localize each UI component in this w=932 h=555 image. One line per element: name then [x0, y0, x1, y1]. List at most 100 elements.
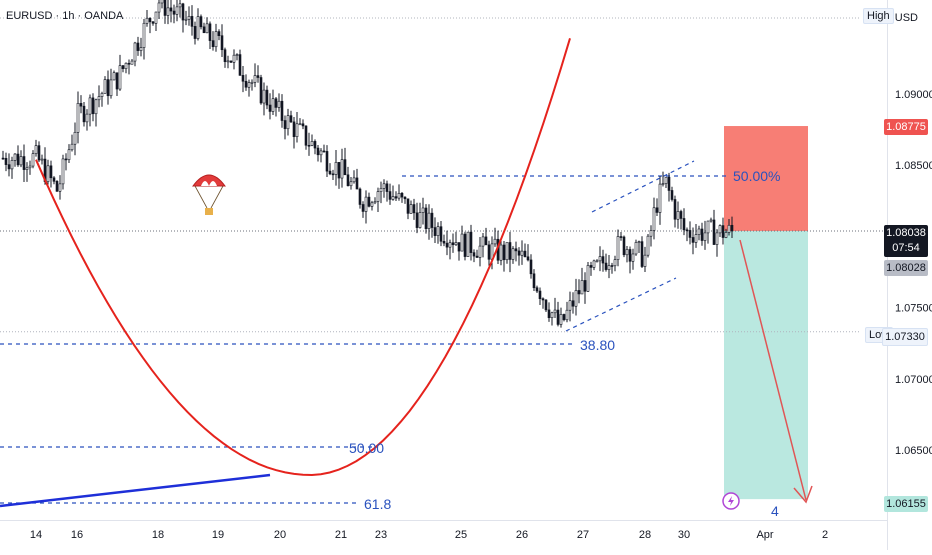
candle-body: [685, 229, 689, 232]
countdown-value: 07:54: [892, 242, 920, 254]
candle-body: [331, 173, 335, 176]
candle-body: [175, 6, 179, 15]
parabolic-curve[interactable]: [35, 38, 571, 477]
candle-body: [208, 23, 212, 41]
candle-body: [22, 156, 26, 170]
candle-body: [613, 259, 617, 267]
candle-body: [358, 188, 362, 205]
candle-body: [721, 225, 725, 238]
candle-body: [1, 157, 5, 160]
stop-loss-zone[interactable]: [724, 126, 808, 231]
candle-body: [91, 97, 95, 115]
fib-label-61: 61.8: [364, 496, 391, 512]
candle-body: [109, 79, 113, 97]
candle-body: [454, 242, 458, 246]
candle-body: [190, 16, 194, 27]
x-tick-label: 18: [152, 529, 164, 541]
lightning-icon[interactable]: [722, 492, 740, 510]
candle-body: [667, 176, 671, 191]
trend-line[interactable]: [0, 473, 271, 508]
candle-body: [607, 265, 611, 270]
candle-body: [247, 82, 251, 88]
candle-body: [19, 156, 23, 166]
candle-body: [397, 193, 401, 199]
candle-body: [523, 250, 527, 258]
candle-body: [628, 249, 632, 262]
x-tick-label: Apr: [756, 529, 773, 541]
candle-body: [121, 65, 125, 69]
candle-body: [562, 314, 566, 321]
candle-body: [547, 309, 551, 319]
candle-body: [514, 248, 518, 252]
candle-body: [163, 0, 167, 16]
candle-body: [367, 196, 371, 207]
candle-body: [643, 254, 647, 267]
candle-body: [577, 290, 581, 295]
candle-body: [217, 31, 221, 36]
candle-body: [298, 123, 302, 126]
candle-body: [160, 0, 164, 4]
candle-body: [310, 141, 314, 146]
candle-body: [151, 21, 155, 24]
candle-body: [661, 183, 665, 185]
last-price-value: 1.08038: [886, 227, 926, 239]
parachute-icon: [192, 174, 226, 215]
candle-body: [220, 35, 224, 51]
symbol-title[interactable]: EURUSD · 1h · OANDA: [6, 10, 124, 22]
candle-body: [724, 232, 728, 238]
candle-body: [82, 105, 86, 123]
candle-body: [412, 204, 416, 214]
target-price-tag: 1.06155: [884, 496, 928, 512]
candle-body: [697, 228, 701, 235]
candle-body: [640, 241, 644, 267]
candle-body: [64, 158, 68, 161]
candle-body: [601, 256, 605, 264]
candle-body: [517, 250, 521, 256]
candle-body: [55, 181, 59, 192]
candle-body: [100, 93, 104, 97]
candle-body: [202, 26, 206, 34]
projection-arrow-line[interactable]: [739, 239, 807, 501]
candle-body: [409, 204, 413, 214]
candle-body: [403, 196, 407, 200]
candle-body: [655, 207, 659, 213]
y-tick-label: 1.09000: [895, 89, 932, 101]
parachute-cord: [194, 185, 208, 209]
candle-body: [445, 242, 449, 248]
candle-body: [535, 287, 539, 292]
candle-body: [184, 18, 188, 21]
candle-body: [646, 235, 650, 256]
candle-body: [532, 273, 536, 289]
candle-body: [451, 242, 455, 246]
candle-body: [484, 236, 488, 246]
candle-body: [259, 77, 263, 104]
candle-body: [181, 3, 185, 21]
candle-body: [16, 153, 20, 166]
high-tag: High: [863, 8, 894, 24]
candle-body: [691, 237, 695, 243]
candle-body: [718, 225, 722, 234]
x-tick-label: 20: [274, 529, 286, 541]
candle-body: [361, 204, 365, 212]
candle-body: [343, 159, 347, 176]
candle-body: [154, 11, 158, 24]
x-tick-label: 14: [30, 529, 42, 541]
candle-body: [478, 245, 482, 258]
candle-body: [556, 309, 560, 325]
candle-body: [73, 131, 77, 145]
candle-body: [652, 207, 656, 231]
y-tick-label: 1.07000: [895, 374, 932, 386]
candle-body: [277, 100, 281, 108]
candle-body: [658, 183, 662, 213]
projection-arrowhead: [793, 485, 813, 504]
channel-upper-line[interactable]: [591, 160, 695, 213]
candle-body: [700, 228, 704, 241]
candle-body: [475, 255, 479, 258]
candle-body: [388, 191, 392, 200]
candle-body: [352, 177, 356, 183]
candle-body: [139, 47, 143, 51]
currency-label[interactable]: USD: [894, 12, 918, 24]
candle-body: [235, 54, 239, 56]
